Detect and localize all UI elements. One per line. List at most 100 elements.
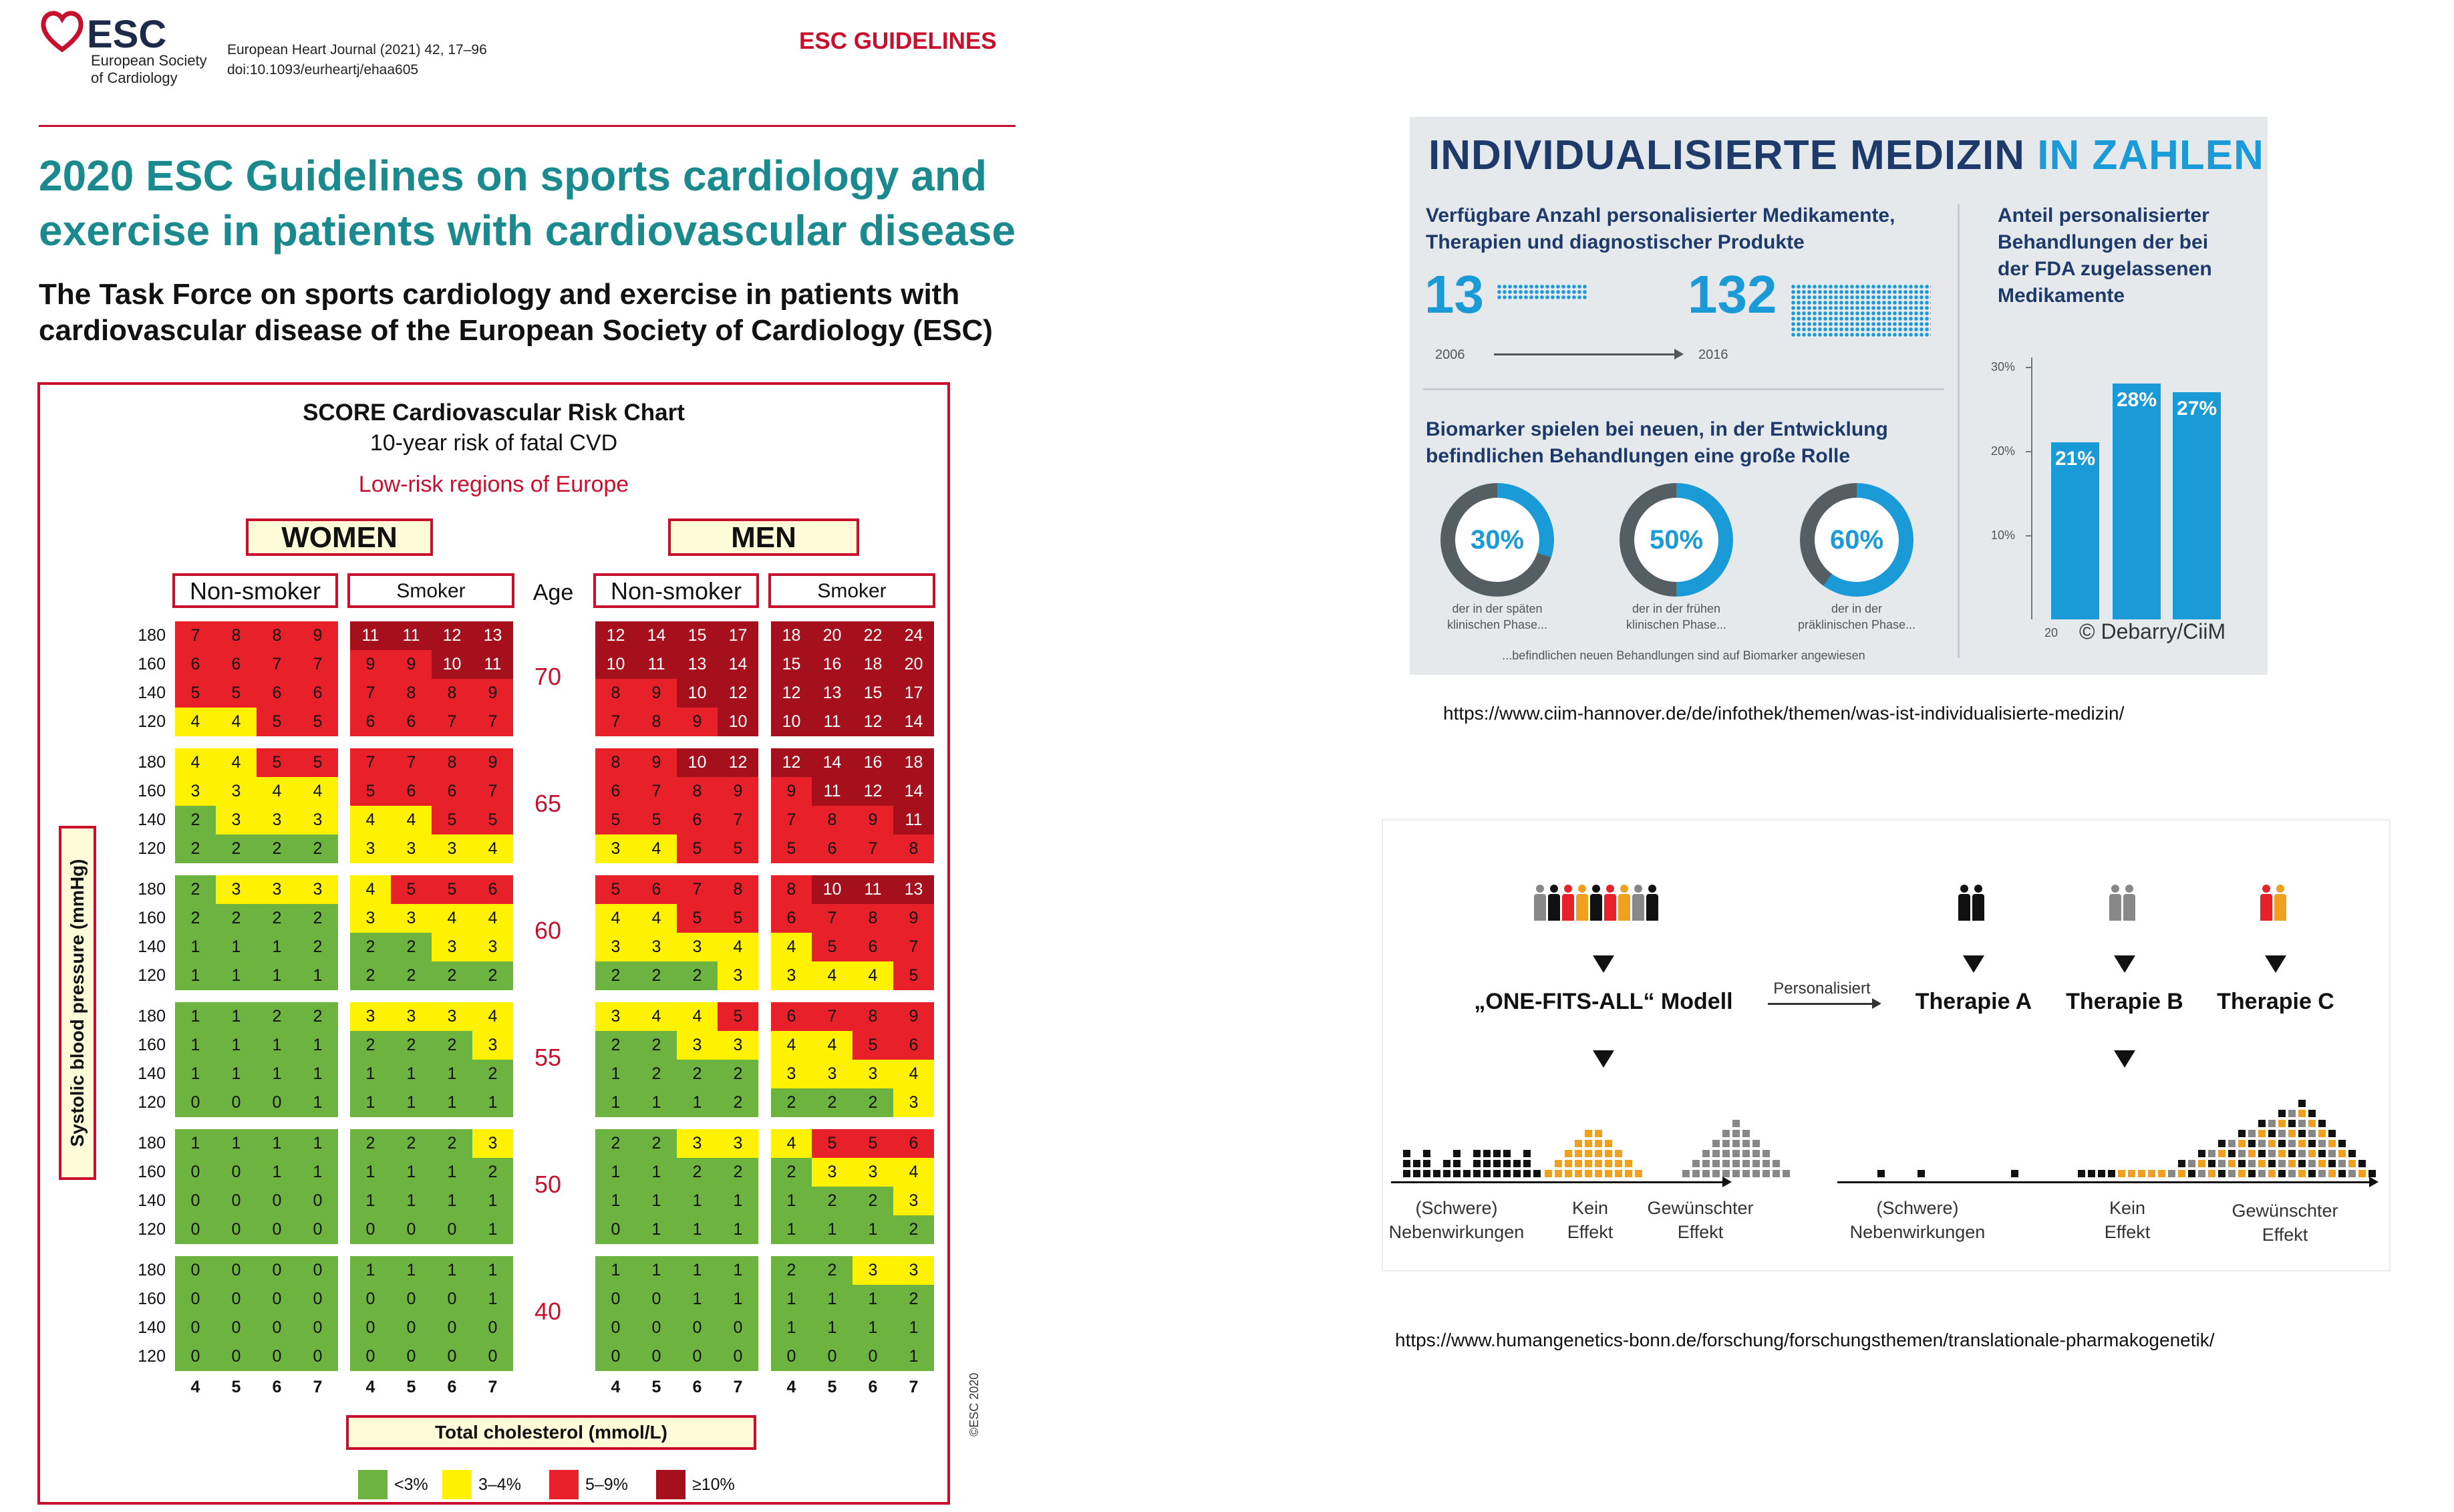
distribution-square [2288,1130,2296,1137]
cholesterol-tick: 7 [313,1378,323,1396]
person-body [2123,894,2135,921]
distribution-square [1732,1150,1740,1157]
infographic-individualized-medicine: INDIVIDUALISIERTE MEDIZIN IN ZAHLEN Verf… [1410,117,2268,675]
person-body [1958,894,1970,921]
source-url-2[interactable]: https://www.humangenetics-bonn.de/forsch… [1395,1330,2215,1350]
distribution-square [2278,1110,2286,1117]
page-title: 2020 ESC Guidelines on sports cardiology… [39,148,1028,258]
risk-cell: 2 [636,1129,677,1158]
distribution-square [1712,1140,1720,1147]
distribution-square [1555,1170,1562,1177]
label-line: Effekt [2262,1225,2308,1245]
risk-cell: 4 [771,1031,812,1060]
distribution-square [1513,1170,1521,1177]
distribution-square [1575,1150,1582,1157]
distribution-square [2258,1160,2266,1167]
risk-cell: 14 [893,777,934,806]
sbp-label: 120 [138,1220,166,1239]
risk-cell: 2 [771,1256,812,1285]
risk-cell: 1 [595,1088,636,1117]
distribution-square [1595,1130,1602,1137]
risk-cell: 5 [853,1031,893,1060]
distribution-square [2228,1150,2236,1157]
risk-cell: 0 [216,1158,257,1187]
distribution-square [1453,1160,1461,1167]
men-label: MEN [668,518,859,556]
risk-cell: 1 [893,1314,934,1342]
risk-cell: 0 [175,1256,216,1285]
distribution-square [2258,1150,2266,1157]
risk-cell: 0 [297,1342,338,1371]
risk-cell: 13 [677,650,718,679]
risk-cell: 3 [718,961,758,990]
person-icon [1534,885,1546,921]
distribution-square [2348,1160,2356,1167]
distribution-square [2298,1130,2306,1137]
cholesterol-tick: 6 [272,1378,282,1396]
risk-cell: 1 [595,1158,636,1187]
risk-cell: 0 [297,1187,338,1215]
risk-cell: 1 [636,1215,677,1244]
risk-cell: 3 [350,904,391,933]
risk-cell: 4 [472,904,513,933]
risk-cell: 1 [432,1187,472,1215]
distribution-square [1732,1130,1740,1137]
risk-cell: 9 [350,650,391,679]
risk-cell: 3 [472,1129,513,1158]
source-url-1[interactable]: https://www.ciim-hannover.de/de/infothek… [1443,703,2125,724]
risk-cell: 2 [391,961,432,990]
risk-cell: 6 [257,679,297,708]
risk-cell: 0 [216,1215,257,1244]
risk-cell: 1 [677,1088,718,1117]
timeline-arrowhead-icon [1674,349,1684,359]
risk-cell: 0 [175,1215,216,1244]
arrow-down-icon [2114,955,2135,973]
risk-cell: 18 [853,650,893,679]
risk-cell: 4 [893,1158,934,1187]
risk-cell: 2 [297,835,338,863]
personalized-arrow-label: Personalisiert [1773,979,1871,998]
person-head [1606,885,1614,893]
risk-cell: 11 [636,650,677,679]
distribution-square [1585,1140,1592,1147]
risk-cell: 1 [472,1256,513,1285]
sbp-label: 160 [138,655,166,673]
caption-line: präklinischen Phase... [1797,618,1916,631]
risk-cell: 7 [812,904,853,933]
risk-cell: 6 [391,708,432,736]
sbp-label: 120 [138,1093,166,1112]
risk-cell: 1 [391,1158,432,1187]
distribution-square [1732,1160,1740,1167]
distribution-square [1493,1170,1501,1177]
distribution-square [2288,1140,2296,1147]
sbp-label: 160 [138,909,166,927]
distribution-square [2348,1150,2356,1157]
risk-cell: 7 [893,933,934,961]
section-divider-horizontal [1423,388,1944,390]
risk-cell: 1 [257,933,297,961]
risk-cell: 2 [893,1215,934,1244]
sbp-label: 140 [138,937,166,956]
risk-cell: 0 [595,1285,636,1314]
risk-cell: 6 [391,777,432,806]
distribution-square [2338,1140,2346,1147]
risk-cell: 5 [636,806,677,835]
distribution-square [1575,1160,1582,1167]
distribution-square [1682,1170,1690,1177]
ring-caption: der in der präklinischen Phase... [1773,601,1940,633]
risk-cell: 8 [595,679,636,708]
risk-cell: 4 [636,835,677,863]
risk-cell: 1 [472,1088,513,1117]
risk-cell: 8 [812,806,853,835]
risk-cell: 6 [216,650,257,679]
risk-cell: 9 [718,777,758,806]
risk-cell: 5 [595,875,636,904]
distribution-square [2338,1150,2346,1157]
person-body [1534,894,1546,921]
person-head [1564,885,1572,893]
risk-cell: 12 [853,777,893,806]
caption-line: klinischen Phase... [1626,618,1727,631]
risk-cell: 1 [718,1256,758,1285]
distribution-square [2168,1170,2175,1177]
risk-cell: 5 [257,748,297,777]
